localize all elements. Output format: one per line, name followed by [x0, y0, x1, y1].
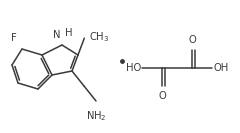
Text: F: F — [11, 33, 17, 43]
Text: CH$_3$: CH$_3$ — [89, 30, 110, 44]
Text: H: H — [65, 28, 72, 38]
Text: OH: OH — [213, 63, 228, 73]
Text: N: N — [54, 30, 61, 40]
Text: O: O — [158, 91, 166, 101]
Text: NH$_2$: NH$_2$ — [86, 109, 106, 123]
Text: HO: HO — [126, 63, 141, 73]
Text: O: O — [188, 35, 196, 45]
